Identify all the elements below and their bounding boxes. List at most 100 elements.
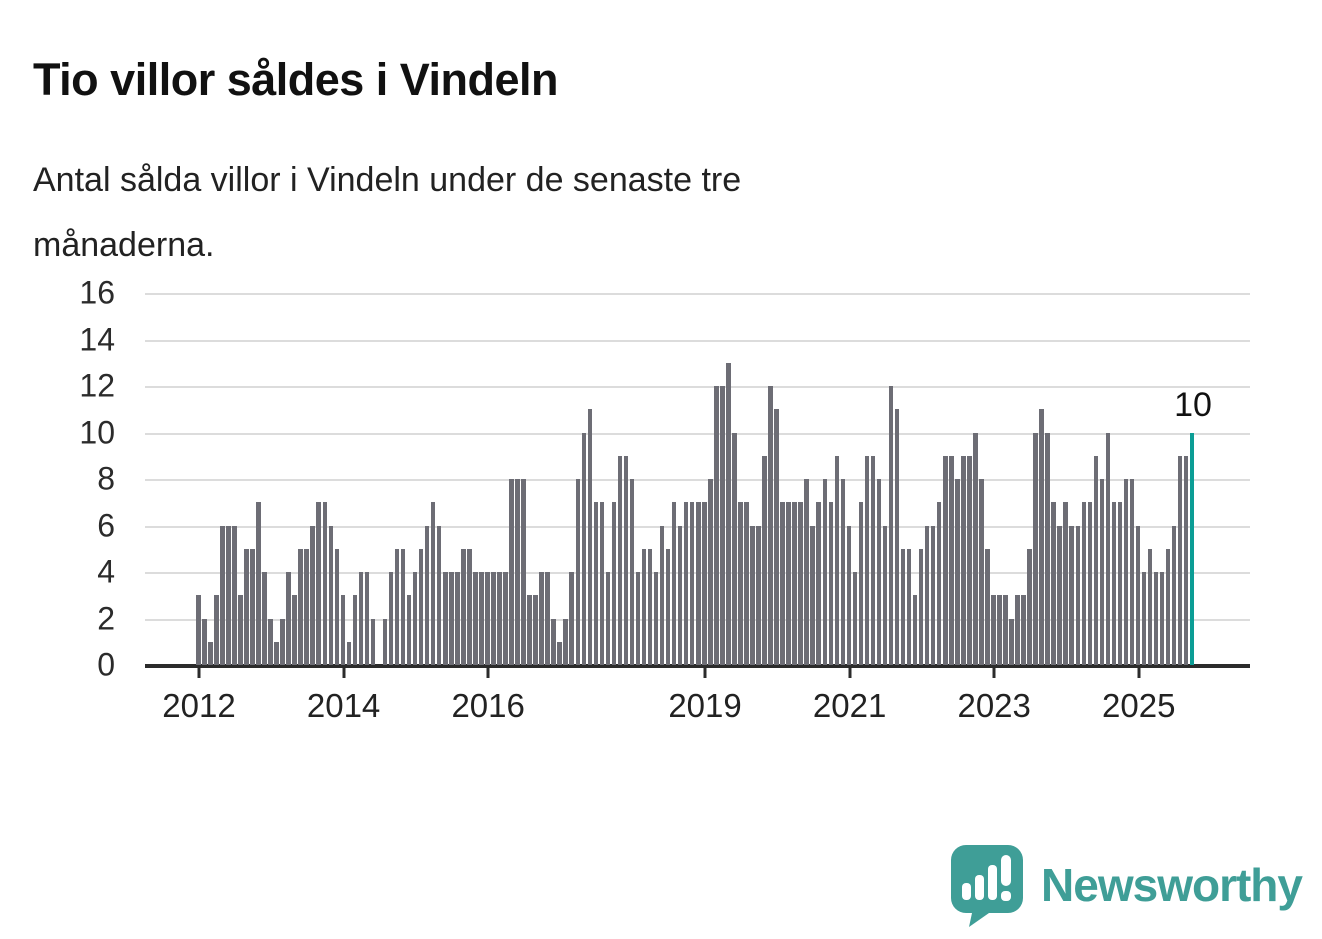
bar — [298, 548, 303, 665]
bar — [533, 595, 538, 665]
bar — [683, 502, 689, 665]
bar — [406, 595, 412, 665]
bar — [352, 595, 358, 665]
x-tick-2014 — [342, 665, 346, 678]
bar — [400, 548, 406, 665]
bar — [1081, 502, 1087, 665]
bar-chart-plot-area: 10 2012 2014 2016 2019 2021 2023 2025 — [145, 293, 1250, 724]
bar — [930, 525, 936, 665]
bar — [316, 502, 321, 665]
bar — [196, 595, 201, 665]
bar — [1171, 525, 1177, 665]
bar — [936, 502, 942, 665]
gridline-y-14 — [145, 339, 1250, 342]
bar — [671, 502, 677, 665]
bar — [322, 502, 328, 665]
bar — [1009, 618, 1014, 665]
bar — [587, 409, 593, 665]
bar — [822, 479, 828, 665]
bar — [334, 548, 340, 665]
bar — [1099, 479, 1105, 665]
bar — [967, 455, 972, 665]
bar — [702, 502, 707, 665]
y-axis-label-12: 12 — [79, 367, 115, 404]
y-axis-label-4: 4 — [97, 553, 115, 590]
bar — [665, 548, 671, 665]
bar — [605, 572, 611, 665]
x-axis-label-2025: 2025 — [1102, 687, 1176, 724]
bar — [1177, 455, 1183, 665]
x-axis-label-2019: 2019 — [668, 687, 742, 724]
bar — [256, 502, 261, 665]
bar — [828, 502, 834, 665]
bar — [732, 432, 737, 665]
gridline-y-12 — [145, 386, 1250, 388]
bar — [973, 432, 978, 665]
bar — [1183, 455, 1189, 665]
bar — [961, 455, 966, 665]
x-tick-2025 — [1137, 665, 1141, 678]
bar-series: 10 — [196, 293, 1212, 665]
bar — [1123, 479, 1129, 665]
bar — [1147, 548, 1153, 665]
bar-current-highlighted — [1189, 432, 1195, 665]
bar — [382, 618, 388, 665]
x-tick-2012 — [197, 665, 201, 678]
bar — [599, 502, 605, 665]
bar — [641, 548, 647, 665]
bar — [918, 548, 924, 665]
bar — [226, 525, 231, 665]
bar — [370, 618, 376, 665]
bar — [467, 548, 472, 665]
bar — [1003, 595, 1008, 665]
x-tick-2021 — [848, 665, 852, 678]
bar — [924, 525, 930, 665]
y-axis-label-14: 14 — [79, 321, 115, 357]
bar — [804, 479, 809, 665]
bar — [1093, 455, 1099, 665]
logo-bar-3 — [988, 865, 998, 900]
bar — [503, 572, 508, 665]
x-tick-2023 — [992, 665, 996, 678]
bar — [557, 641, 562, 665]
bar — [1165, 548, 1171, 665]
bar — [304, 548, 309, 665]
bar — [906, 548, 912, 665]
bar — [696, 502, 701, 665]
bar — [979, 479, 984, 665]
bar — [473, 572, 478, 665]
newsworthy-logo-icon — [951, 845, 1024, 927]
bar — [593, 502, 599, 665]
bar — [900, 548, 906, 665]
bar — [485, 572, 490, 665]
bar — [991, 595, 996, 665]
bar — [232, 525, 237, 665]
bar — [750, 525, 755, 665]
y-axis-labels: 0 2 4 6 8 10 12 14 16 — [0, 275, 115, 683]
subtitle-line-2: månaderna. — [33, 226, 215, 265]
bar — [340, 595, 346, 665]
y-axis-label-0: 0 — [97, 646, 115, 683]
bar — [262, 572, 267, 665]
bar — [1105, 432, 1111, 665]
x-axis-label-2021: 2021 — [812, 687, 887, 724]
bar — [1075, 525, 1081, 665]
bar — [346, 641, 352, 665]
bar — [1033, 432, 1038, 665]
bar — [852, 572, 858, 665]
bar — [449, 572, 454, 665]
logo-exclamation-stem — [1001, 855, 1012, 886]
bar — [436, 525, 442, 665]
bar — [442, 572, 448, 665]
bar — [647, 548, 653, 665]
bar — [949, 455, 954, 665]
bar — [780, 502, 785, 665]
bar — [1057, 525, 1062, 665]
bar — [244, 548, 249, 665]
bar — [1045, 432, 1050, 665]
bar — [786, 502, 791, 665]
bar — [430, 502, 436, 665]
bar — [461, 548, 466, 665]
bar — [997, 595, 1002, 665]
